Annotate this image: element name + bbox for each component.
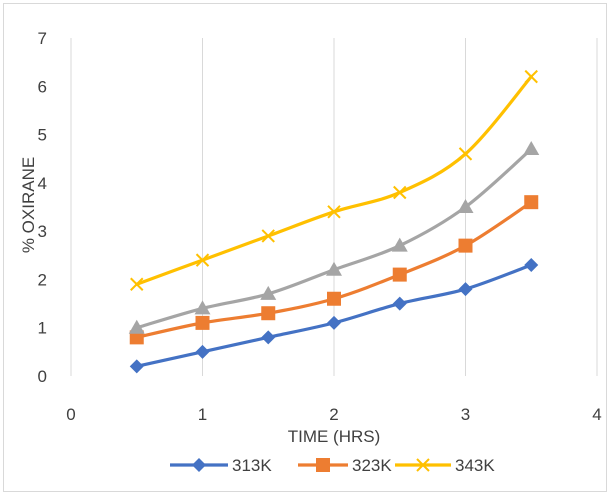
legend-marker: [316, 458, 330, 472]
data-point: [129, 359, 144, 374]
y-tick-labels: 0 1 2 3 4 5 6 7: [38, 29, 47, 386]
x-axis-title: TIME (HRS): [288, 427, 381, 446]
y-tick-label: 4: [38, 174, 47, 193]
data-point: [327, 205, 341, 219]
x-tick-labels: 0 1 2 3 4: [66, 405, 601, 424]
data-point: [457, 199, 474, 213]
x-tick-label: 4: [592, 405, 601, 424]
data-point: [128, 319, 145, 334]
legend: 313K 323K 343K: [170, 456, 495, 475]
y-tick-label: 0: [38, 367, 47, 386]
x-tick-label: 2: [329, 405, 338, 424]
data-point: [458, 282, 473, 297]
y-tick-label: 6: [38, 77, 47, 96]
data-point: [393, 185, 407, 200]
y-tick-label: 2: [38, 270, 47, 289]
y-tick-label: 5: [38, 126, 47, 145]
data-point: [195, 344, 210, 359]
legend-label: 313K: [232, 456, 272, 475]
data-point: [261, 330, 276, 345]
chart-area: [3, 3, 607, 492]
data-point: [327, 291, 341, 306]
data-point: [129, 330, 144, 345]
data-point: [524, 195, 539, 210]
data-point: [130, 277, 144, 291]
data-point: [195, 253, 210, 267]
legend-marker: [416, 458, 430, 472]
y-tick-label: 3: [38, 222, 47, 241]
data-point: [524, 69, 538, 84]
data-point: [327, 315, 341, 330]
data-point: [260, 285, 277, 300]
data-point: [523, 141, 540, 156]
series-markers: [128, 69, 540, 374]
legend-label: 343K: [455, 456, 495, 475]
legend-label: 323K: [352, 456, 392, 475]
data-point: [194, 300, 211, 315]
x-tick-label: 3: [461, 405, 470, 424]
data-point: [392, 267, 407, 282]
x-tick-label: 0: [66, 405, 75, 424]
x-tick-label: 1: [198, 405, 207, 424]
y-tick-label: 7: [38, 29, 47, 48]
data-point: [391, 237, 408, 252]
data-point: [524, 257, 539, 272]
data-point: [195, 315, 210, 330]
y-tick-label: 1: [38, 319, 47, 338]
data-point: [261, 306, 276, 321]
data-point: [458, 147, 473, 161]
data-point: [326, 261, 342, 276]
data-point: [392, 296, 407, 311]
legend-marker: [192, 458, 206, 472]
data-point: [261, 229, 275, 243]
data-point: [458, 238, 473, 253]
y-axis-title: % OXIRANE: [19, 157, 38, 253]
